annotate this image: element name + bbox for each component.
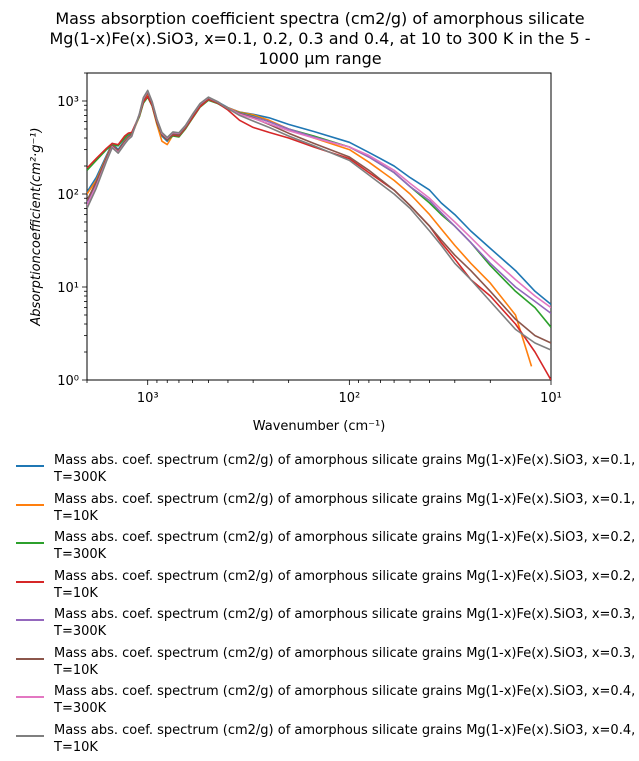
legend-label: Mass abs. coef. spectrum (cm2/g) of amor… — [54, 491, 636, 524]
tick-label: 10² — [57, 188, 79, 203]
legend-item: Mass abs. coef. spectrum (cm2/g) of amor… — [16, 452, 636, 491]
chart: Mass absorption coefficient spectra (cm2… — [29, 9, 591, 434]
series-line-3 — [87, 96, 551, 328]
chart-title: Mass absorption coefficient spectra (cm2… — [49, 9, 590, 68]
tick-label: 10¹ — [540, 391, 562, 406]
y-axis-label: Absorptioncoefficient(cm²·g⁻¹) — [29, 127, 44, 326]
legend-label: Mass abs. coef. spectrum (cm2/g) of amor… — [54, 645, 636, 678]
legend-label: Mass abs. coef. spectrum (cm2/g) of amor… — [54, 607, 636, 639]
chart-title-line: Mass absorption coefficient spectra (cm2… — [55, 9, 584, 28]
x-axis: 10³ 10² 10¹ — [86, 380, 562, 406]
legend-swatch — [16, 619, 44, 621]
series-group — [87, 89, 551, 380]
legend-item: Mass abs. coef. spectrum (cm2/g) of amor… — [16, 568, 636, 607]
x-axis-label: Wavenumber (cm⁻¹) — [253, 419, 386, 434]
legend-item: Mass abs. coef. spectrum (cm2/g) of amor… — [16, 683, 636, 722]
legend-item: Mass abs. coef. spectrum (cm2/g) of amor… — [16, 606, 636, 645]
legend-label: Mass abs. coef. spectrum (cm2/g) of amor… — [54, 530, 636, 562]
legend-label: Mass abs. coef. spectrum (cm2/g) of amor… — [54, 684, 636, 716]
legend-label: Mass abs. coef. spectrum (cm2/g) of amor… — [54, 453, 636, 485]
legend-swatch — [16, 734, 44, 737]
legend-swatch — [16, 657, 44, 660]
series-line-6 — [87, 91, 551, 344]
legend-label: Mass abs. coef. spectrum (cm2/g) of amor… — [54, 568, 636, 601]
legend-item: Mass abs. coef. spectrum (cm2/g) of amor… — [16, 529, 636, 568]
legend: Mass abs. coef. spectrum (cm2/g) of amor… — [16, 452, 636, 760]
tick-label: 10³ — [57, 95, 79, 110]
legend-swatch — [16, 696, 44, 698]
legend-swatch — [16, 542, 44, 544]
tick-label: 10¹ — [57, 281, 79, 296]
legend-item: Mass abs. coef. spectrum (cm2/g) of amor… — [16, 645, 636, 684]
y-axis: 10⁰ 10¹ 10² 10³ — [57, 72, 87, 389]
legend-item: Mass abs. coef. spectrum (cm2/g) of amor… — [16, 491, 636, 530]
legend-swatch — [16, 465, 44, 467]
series-line-4 — [87, 95, 551, 380]
tick-label: 10² — [338, 391, 360, 406]
series-line-8 — [87, 89, 551, 351]
legend-label: Mass abs. coef. spectrum (cm2/g) of amor… — [54, 722, 636, 755]
tick-label: 10⁰ — [57, 374, 79, 389]
chart-title-line: Mg(1-x)Fe(x).SiO3, x=0.1, 0.2, 0.3 and 0… — [49, 29, 590, 48]
legend-item: Mass abs. coef. spectrum (cm2/g) of amor… — [16, 722, 636, 761]
chart-title-line: 1000 µm range — [258, 49, 381, 68]
legend-swatch — [16, 503, 44, 506]
plot-area — [86, 72, 552, 381]
legend-swatch — [16, 580, 44, 583]
tick-label: 10³ — [137, 391, 159, 406]
